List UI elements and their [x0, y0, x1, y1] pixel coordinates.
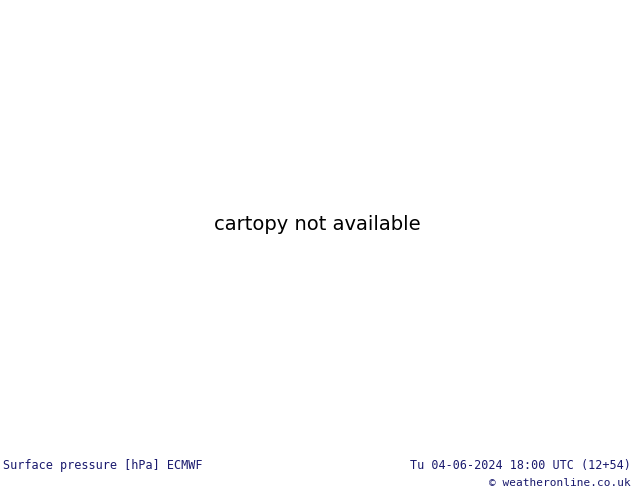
Text: © weatheronline.co.uk: © weatheronline.co.uk	[489, 478, 631, 488]
Text: cartopy not available: cartopy not available	[214, 215, 420, 234]
Text: Tu 04-06-2024 18:00 UTC (12+54): Tu 04-06-2024 18:00 UTC (12+54)	[410, 459, 631, 472]
Text: Surface pressure [hPa] ECMWF: Surface pressure [hPa] ECMWF	[3, 459, 203, 472]
